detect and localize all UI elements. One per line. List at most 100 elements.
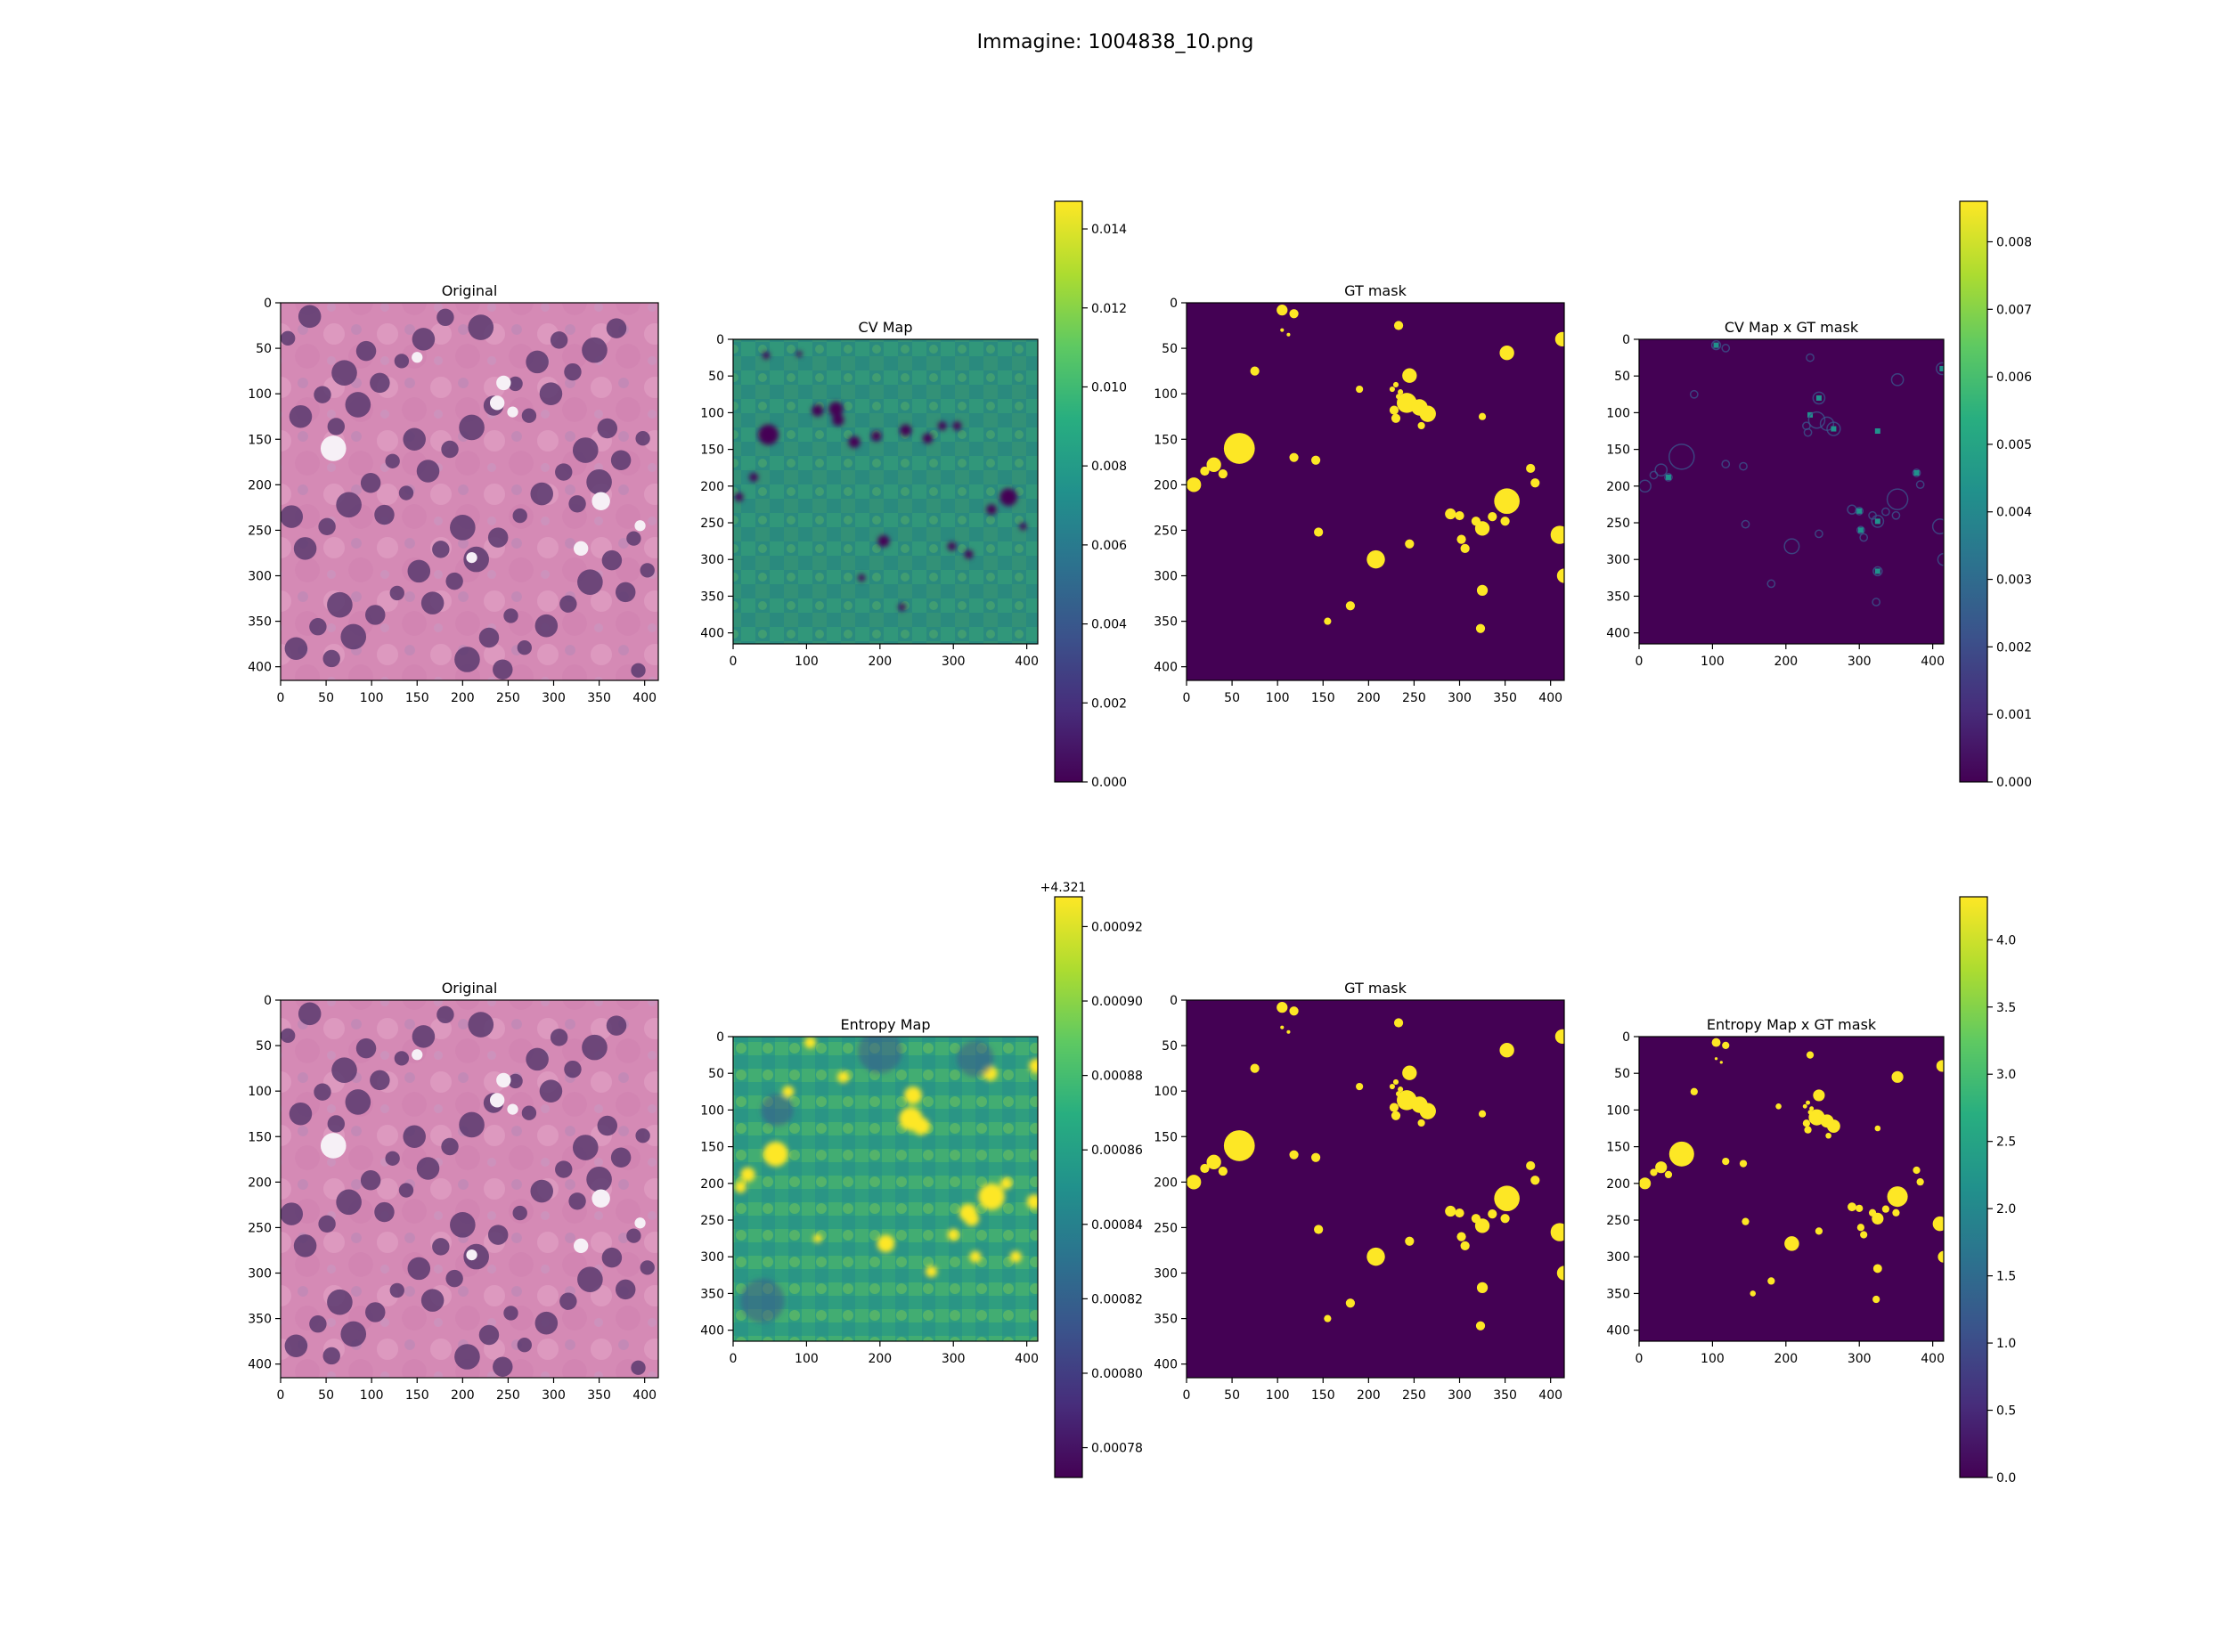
y-tick-label: 400 bbox=[248, 661, 272, 675]
high-entropy-blob bbox=[763, 1141, 788, 1167]
subplot-title: Original bbox=[442, 980, 498, 997]
x-tick-label: 150 bbox=[1311, 691, 1335, 705]
x-tick-label: 300 bbox=[942, 655, 966, 669]
mask-blob bbox=[1488, 511, 1497, 522]
masked-cv-ring bbox=[1721, 460, 1731, 468]
high-entropy-blob bbox=[947, 1228, 959, 1241]
vacuole bbox=[412, 1049, 423, 1061]
y-tick-label: 200 bbox=[1154, 1176, 1178, 1190]
x-tick-label: 0 bbox=[1183, 691, 1191, 705]
mask-blob bbox=[1417, 421, 1425, 430]
y-tick-label: 250 bbox=[1154, 1221, 1178, 1235]
mask-blob bbox=[1460, 543, 1470, 553]
subplot-5: Original 0 50 100 150 200 250 300 350 400 0 50 100 15… bbox=[248, 980, 659, 1403]
colorbar: 0.00078 0.00080 0.00082 0.00084 0.00086 0.000… bbox=[1040, 881, 1143, 1478]
nucleus bbox=[374, 504, 395, 525]
masked-cv-ring bbox=[1912, 468, 1921, 477]
colorbar-tick-label: 0.00078 bbox=[1091, 1442, 1143, 1456]
y-tick-label: 200 bbox=[700, 480, 724, 494]
high-entropy-blob bbox=[804, 1037, 817, 1049]
y-tick-label: 250 bbox=[248, 1221, 272, 1235]
y-tick-label: 400 bbox=[700, 627, 724, 641]
x-tick-label: 100 bbox=[795, 1352, 819, 1366]
mask-blob bbox=[1874, 1125, 1881, 1132]
mask-blob bbox=[1223, 433, 1255, 464]
mask-blob bbox=[1223, 1130, 1255, 1161]
mask-blob bbox=[1872, 1264, 1882, 1274]
mask-blob bbox=[1806, 1100, 1811, 1105]
high-entropy-blob bbox=[1026, 1194, 1038, 1209]
vacuole bbox=[489, 1093, 505, 1108]
mask-blob bbox=[1936, 1060, 1944, 1072]
nucleus bbox=[336, 492, 362, 518]
high-entropy-blob bbox=[837, 1070, 850, 1083]
mask-blob bbox=[1887, 1186, 1908, 1208]
mask-blob bbox=[1289, 452, 1299, 462]
mask-blob bbox=[1417, 1119, 1425, 1127]
image-area bbox=[733, 339, 1038, 644]
nucleus bbox=[550, 331, 568, 349]
mask-blob bbox=[1668, 1141, 1694, 1167]
high-entropy-blob bbox=[904, 1086, 922, 1104]
x-tick-label: 0 bbox=[1183, 1388, 1191, 1403]
masked-cv-ring bbox=[1891, 510, 1901, 520]
x-tick-label: 400 bbox=[632, 691, 657, 705]
masked-cv-pixel bbox=[1831, 426, 1837, 432]
subplot-title: GT mask bbox=[1344, 282, 1407, 299]
colorbar-tick-label: 0.004 bbox=[1091, 618, 1127, 632]
colorbar-tick-label: 3.5 bbox=[1996, 1001, 2016, 1015]
mask-blob bbox=[1345, 601, 1356, 611]
low-cv-blob bbox=[898, 603, 906, 611]
nucleus bbox=[327, 1289, 353, 1315]
masked-cv-pixel bbox=[1913, 469, 1920, 476]
y-tick-label: 400 bbox=[700, 1324, 724, 1339]
nucleus bbox=[281, 1202, 304, 1225]
nucleus bbox=[394, 1051, 410, 1066]
y-tick-label: 200 bbox=[1154, 478, 1178, 492]
x-tick-label: 150 bbox=[1311, 1388, 1335, 1403]
vacuole bbox=[573, 1238, 589, 1254]
x-tick-label: 50 bbox=[1224, 1388, 1240, 1403]
colorbar: 0.000 0.002 0.004 0.006 0.008 0.010 0.012 0.014 bbox=[1054, 200, 1127, 790]
y-tick-label: 100 bbox=[248, 1085, 272, 1099]
y-tick-label: 350 bbox=[248, 615, 272, 630]
x-tick-label: 200 bbox=[451, 1388, 475, 1403]
subplot-2: CV Map 0 100 200 300 400 0 50 100 150 200 250 300 350… bbox=[700, 200, 1127, 790]
nucleus bbox=[298, 1002, 322, 1026]
x-tick-label: 250 bbox=[496, 691, 520, 705]
mask-blob bbox=[1455, 1208, 1464, 1218]
nucleus bbox=[436, 1005, 454, 1024]
mask-blob bbox=[1809, 1106, 1815, 1111]
mask-blob bbox=[1324, 1314, 1332, 1322]
x-tick-label: 400 bbox=[1015, 1352, 1039, 1366]
nucleus bbox=[521, 408, 537, 423]
high-entropy-blob bbox=[877, 1234, 895, 1253]
subplot-title: Entropy Map bbox=[840, 1016, 930, 1033]
high-entropy-blob bbox=[1029, 1058, 1038, 1074]
x-tick-label: 300 bbox=[1848, 655, 1872, 669]
vacuole bbox=[320, 435, 347, 461]
mask-blob bbox=[1445, 1205, 1456, 1217]
nucleus bbox=[314, 1083, 331, 1101]
nucleus bbox=[293, 1234, 317, 1257]
x-tick-label: 0 bbox=[277, 1388, 285, 1403]
mask-blob bbox=[1784, 1236, 1799, 1251]
nucleus bbox=[336, 1189, 362, 1216]
mask-blob bbox=[1913, 1166, 1921, 1175]
low-cv-blob bbox=[858, 574, 866, 582]
colorbar-tick-label: 0.010 bbox=[1091, 380, 1127, 395]
mask-blob bbox=[1187, 1175, 1202, 1190]
mask-blob bbox=[1250, 366, 1260, 376]
x-tick-label: 200 bbox=[868, 655, 892, 669]
mask-blob bbox=[1277, 305, 1288, 316]
masked-cv-pixel bbox=[1874, 518, 1880, 525]
axes-frame bbox=[280, 302, 659, 681]
nucleus bbox=[610, 1147, 632, 1168]
y-tick-label: 100 bbox=[700, 1103, 724, 1118]
nucleus bbox=[454, 647, 480, 672]
nucleus bbox=[284, 637, 308, 661]
mask-blob bbox=[1419, 405, 1436, 422]
colorbar-tick-label: 4.0 bbox=[1996, 933, 2016, 948]
nucleus bbox=[459, 414, 485, 441]
mask-blob bbox=[1806, 1051, 1815, 1059]
